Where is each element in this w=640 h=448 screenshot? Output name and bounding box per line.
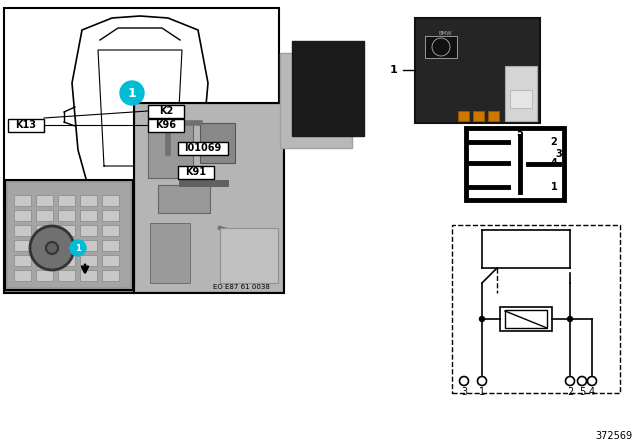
Bar bbox=[36, 255, 53, 266]
Bar bbox=[102, 240, 119, 251]
Bar bbox=[158, 185, 210, 213]
Bar bbox=[102, 270, 119, 281]
Bar bbox=[58, 195, 75, 206]
Bar bbox=[505, 66, 537, 121]
Bar bbox=[58, 240, 75, 251]
Text: 2: 2 bbox=[567, 387, 573, 397]
Bar bbox=[102, 210, 119, 221]
Bar bbox=[14, 225, 31, 236]
Circle shape bbox=[577, 376, 586, 385]
Bar bbox=[36, 225, 53, 236]
Text: I01069: I01069 bbox=[184, 143, 221, 153]
Text: BMW: BMW bbox=[438, 30, 452, 35]
Bar bbox=[8, 206, 130, 290]
Bar bbox=[452, 225, 620, 393]
Bar bbox=[200, 123, 235, 163]
Text: 1: 1 bbox=[75, 244, 81, 253]
Text: 372569: 372569 bbox=[595, 431, 632, 441]
Text: 5: 5 bbox=[516, 128, 524, 138]
Bar bbox=[14, 240, 31, 251]
Bar bbox=[58, 270, 75, 281]
Bar bbox=[280, 53, 352, 148]
Bar bbox=[14, 210, 31, 221]
Bar bbox=[178, 142, 228, 155]
Bar bbox=[425, 36, 457, 58]
Bar bbox=[505, 310, 547, 328]
Text: EO E87 61 0038: EO E87 61 0038 bbox=[213, 284, 270, 290]
Bar bbox=[150, 223, 190, 283]
Bar bbox=[473, 111, 484, 121]
Bar bbox=[466, 128, 564, 200]
Bar bbox=[136, 105, 282, 291]
Text: 3: 3 bbox=[461, 387, 467, 397]
Bar bbox=[36, 195, 53, 206]
Bar bbox=[458, 111, 469, 121]
Circle shape bbox=[70, 240, 86, 256]
Text: 1: 1 bbox=[389, 65, 397, 75]
Bar bbox=[58, 255, 75, 266]
Bar bbox=[80, 270, 97, 281]
Bar bbox=[14, 270, 31, 281]
Text: 1: 1 bbox=[127, 86, 136, 99]
Text: 5: 5 bbox=[579, 387, 585, 397]
Bar bbox=[58, 225, 75, 236]
Circle shape bbox=[30, 226, 74, 270]
Bar bbox=[5, 180, 133, 290]
Circle shape bbox=[460, 376, 468, 385]
Text: 3: 3 bbox=[556, 149, 563, 159]
Bar bbox=[102, 255, 119, 266]
Bar bbox=[4, 203, 134, 293]
Bar bbox=[80, 255, 97, 266]
Bar bbox=[58, 210, 75, 221]
Bar bbox=[14, 255, 31, 266]
Bar bbox=[36, 240, 53, 251]
Bar bbox=[488, 111, 499, 121]
Bar bbox=[148, 123, 193, 178]
Text: K2: K2 bbox=[159, 106, 173, 116]
Text: 1: 1 bbox=[479, 387, 485, 397]
Bar bbox=[4, 8, 279, 208]
Circle shape bbox=[566, 376, 575, 385]
Bar bbox=[36, 270, 53, 281]
Bar bbox=[14, 195, 31, 206]
Bar bbox=[36, 210, 53, 221]
Bar bbox=[102, 225, 119, 236]
Bar bbox=[500, 307, 552, 331]
Circle shape bbox=[46, 242, 58, 254]
Bar bbox=[102, 195, 119, 206]
Circle shape bbox=[120, 81, 144, 105]
Text: K91: K91 bbox=[186, 167, 207, 177]
Bar bbox=[80, 240, 97, 251]
Text: 2: 2 bbox=[550, 137, 557, 147]
Bar bbox=[292, 41, 364, 136]
Bar bbox=[510, 90, 532, 108]
Bar bbox=[134, 103, 284, 293]
Bar bbox=[178, 166, 214, 179]
Bar bbox=[80, 210, 97, 221]
Bar bbox=[8, 119, 44, 132]
Text: K96: K96 bbox=[156, 120, 177, 130]
Circle shape bbox=[479, 316, 484, 322]
Bar bbox=[8, 183, 130, 287]
Bar bbox=[148, 105, 184, 118]
Text: 1: 1 bbox=[550, 182, 557, 192]
Bar bbox=[415, 18, 540, 123]
Bar bbox=[148, 119, 184, 132]
Circle shape bbox=[588, 376, 596, 385]
Circle shape bbox=[477, 376, 486, 385]
Bar bbox=[80, 195, 97, 206]
Bar bbox=[220, 228, 278, 283]
Text: K13: K13 bbox=[15, 120, 36, 130]
Text: 4: 4 bbox=[589, 387, 595, 397]
Text: 4: 4 bbox=[550, 158, 557, 168]
Bar bbox=[8, 270, 130, 290]
Bar bbox=[80, 225, 97, 236]
Circle shape bbox=[568, 316, 573, 322]
